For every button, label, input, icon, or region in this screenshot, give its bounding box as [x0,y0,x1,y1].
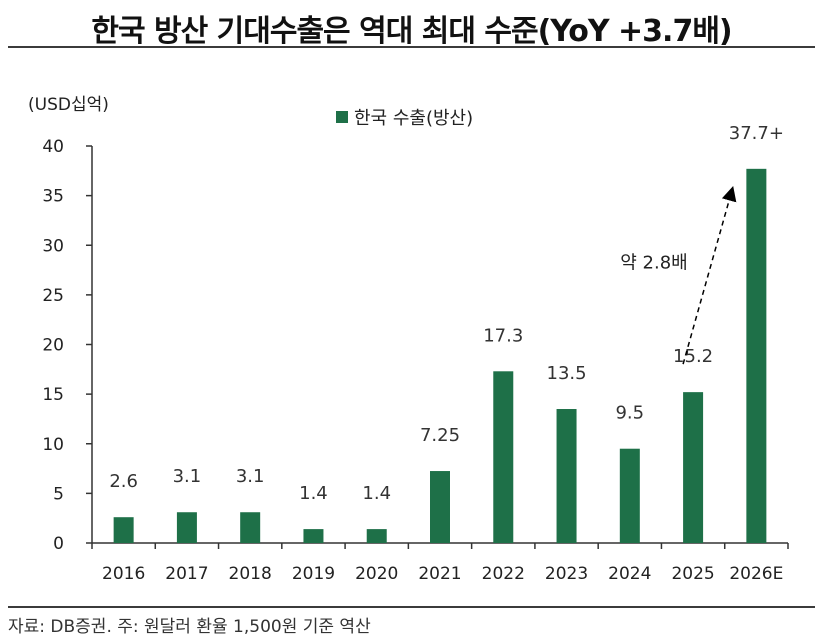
y-axis: 0 5 10 15 20 25 30 35 40 [42,137,93,554]
y-axis-unit-label: (USD십억) [28,95,109,115]
data-label: 7.25 [420,425,460,446]
y-tick-label: 35 [42,187,64,207]
bar-series [113,168,767,543]
y-tick-label: 30 [42,236,64,256]
x-axis: 2016 2017 2018 2019 2020 2021 2022 2023 2024 2025… [91,542,789,584]
data-label: 1.4 [299,483,328,504]
bar [493,371,514,543]
growth-annotation: 약 2.8배 [620,185,737,365]
x-tick-label: 2021 [418,564,461,584]
footer-divider [8,606,815,608]
data-label: 3.1 [173,466,202,487]
data-label: 2.6 [109,471,138,492]
y-tick-label: 25 [42,286,64,306]
x-tick-label: 2016 [102,564,145,584]
data-label: 13.5 [547,363,587,384]
data-labels: 2.6 3.1 3.1 1.4 1.4 7.25 17.3 13.5 9.5 15.2 37.7+ [109,123,784,504]
y-tick-label: 15 [42,385,64,405]
legend-swatch [336,111,348,123]
data-label: 37.7+ [729,123,784,144]
y-tick-label: 20 [42,336,64,356]
y-tick-label: 0 [53,534,64,554]
growth-arrow [682,185,737,365]
x-tick-label: 2022 [482,564,525,584]
bar [619,448,640,543]
data-label: 15.2 [673,346,713,367]
x-tick-label: 2018 [229,564,272,584]
source-note: 자료: DB증권. 주: 원달러 환율 1,500원 기준 역산 [8,617,371,637]
legend: 한국 수출(방산) [336,108,473,129]
y-tick-label: 10 [42,435,64,455]
bar [556,409,577,543]
x-tick-label: 2020 [355,564,398,584]
x-tick-label: 2026E [729,564,783,584]
data-label: 3.1 [236,466,265,487]
chart-title: 한국 방산 기대수출은 역대 최대 수준(YoY +3.7배) [91,14,732,49]
bar [113,517,134,543]
legend-label: 한국 수출(방산) [354,108,473,129]
data-label: 17.3 [483,325,523,346]
bar [683,392,704,543]
bar [240,512,261,543]
bar [430,471,450,543]
x-tick-label: 2019 [292,564,335,584]
title-divider [8,46,815,48]
bar [366,529,387,543]
x-tick-label: 2025 [671,564,714,584]
growth-annotation-label: 약 2.8배 [620,252,687,273]
x-tick-label: 2023 [545,564,588,584]
x-tick-label: 2017 [165,564,208,584]
bar [303,529,324,543]
y-tick-label: 5 [53,484,64,504]
data-label: 1.4 [362,483,391,504]
y-tick-label: 40 [42,137,64,157]
bar [176,512,197,543]
bar [746,168,767,543]
data-label: 9.5 [615,403,644,424]
x-tick-label: 2024 [608,564,651,584]
